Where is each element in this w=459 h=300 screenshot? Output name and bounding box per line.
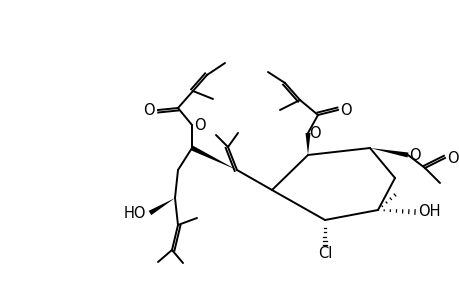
- Text: Cl: Cl: [317, 247, 331, 262]
- Polygon shape: [369, 148, 408, 158]
- Text: HO: HO: [123, 206, 146, 220]
- Text: O: O: [308, 125, 320, 140]
- Text: O: O: [446, 151, 458, 166]
- Text: O: O: [409, 148, 420, 163]
- Text: O: O: [143, 103, 155, 118]
- Text: O: O: [340, 103, 351, 118]
- Polygon shape: [190, 146, 236, 170]
- Polygon shape: [148, 198, 174, 215]
- Polygon shape: [305, 133, 310, 155]
- Text: O: O: [194, 118, 205, 133]
- Text: OH: OH: [417, 205, 439, 220]
